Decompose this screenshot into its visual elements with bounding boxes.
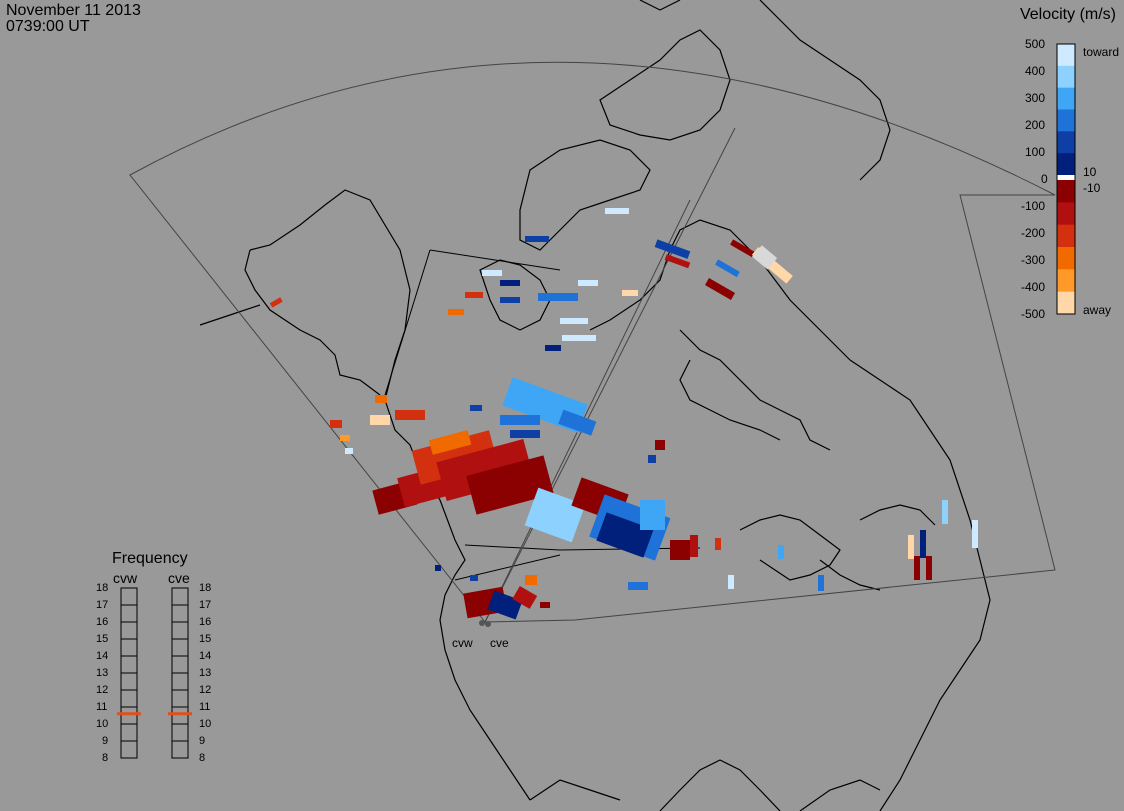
freq-tick-label-right: 14	[199, 650, 212, 662]
freq-tick-label-left: 13	[96, 667, 109, 679]
colorbar-zero-band	[1057, 175, 1075, 180]
station-label-cvw: cvw	[452, 636, 473, 650]
velocity-tick-label: -400	[1021, 280, 1046, 294]
freq-radar-name-cve: cve	[168, 570, 190, 586]
colorbar-swatch	[1057, 87, 1075, 110]
velocity-tick-label: -300	[1021, 253, 1046, 267]
velocity-away-label: away	[1083, 303, 1112, 317]
freq-tick-label-left: 17	[96, 599, 109, 611]
freq-tick-label-right: 8	[199, 752, 206, 764]
freq-tick-label-right: 12	[199, 684, 212, 696]
velocity-tick-label: 400	[1025, 64, 1046, 78]
station-dot-cve	[485, 621, 491, 627]
station-dot-cvw	[479, 620, 485, 626]
freq-tick-label-right: 10	[199, 718, 212, 730]
freq-tick-label-left: 15	[96, 633, 109, 645]
colorbar-frame	[1056, 43, 1076, 315]
colorbar-swatch	[1057, 291, 1075, 315]
colorbar-swatch	[1057, 202, 1075, 226]
coastlines	[199, 0, 991, 811]
velocity-tick-label: -500	[1021, 307, 1046, 321]
date-label: November 11 2013	[6, 2, 141, 19]
colorbar-swatch	[1057, 65, 1075, 89]
fields-of-view	[129, 61, 1056, 623]
freq-tick-label-right: 11	[199, 701, 211, 713]
colorbar-swatch	[1057, 153, 1075, 176]
colorbar-swatch	[1057, 109, 1075, 132]
colorbar-swatch	[1057, 269, 1075, 293]
station-markers	[479, 620, 491, 627]
velocity-tick-label: 100	[1025, 145, 1046, 159]
velocity-tick-label: -100	[1021, 199, 1046, 213]
freq-tick-label-right: 15	[199, 633, 212, 645]
velocity-legend-title: Velocity (m/s)	[1019, 6, 1116, 23]
colorbar-swatch	[1057, 180, 1075, 203]
freq-tick-label-left: 18	[96, 582, 109, 594]
freq-tick-label-right: 18	[199, 582, 212, 594]
freq-tick-label-left: 16	[96, 616, 109, 628]
colorbar-swatch	[1057, 131, 1075, 154]
station-label-cve: cve	[490, 636, 509, 650]
velocity-tick-label: 500	[1025, 37, 1046, 51]
velocity-tick-label: -200	[1021, 226, 1046, 240]
freq-tick-label-right: 16	[199, 616, 212, 628]
freq-tick-label-right: 9	[199, 735, 206, 747]
radar-echoes	[269, 208, 978, 620]
freq-tick-label-left: 9	[102, 735, 109, 747]
freq-tick-label-right: 17	[199, 599, 212, 611]
frequency-gauges	[117, 587, 192, 759]
velocity-colorbar	[1056, 43, 1076, 315]
velocity-inner-label: 10	[1083, 165, 1097, 179]
freq-tick-label-left: 12	[96, 684, 109, 696]
velocity-tick-label: 300	[1025, 91, 1046, 105]
time-label: 0739:00 UT	[6, 18, 90, 35]
frequency-legend-title: Frequency	[112, 550, 188, 567]
freq-radar-name-cvw: cvw	[113, 570, 138, 586]
velocity-toward-label: toward	[1083, 45, 1120, 59]
freq-tick-label-right: 13	[199, 667, 212, 679]
velocity-tick-label: 0	[1041, 172, 1048, 186]
colorbar-swatch	[1057, 224, 1075, 248]
velocity-tick-label: 200	[1025, 118, 1046, 132]
freq-tick-label-left: 10	[96, 718, 109, 730]
colorbar-swatch	[1057, 247, 1075, 270]
velocity-inner-label: -10	[1083, 181, 1101, 195]
colorbar-swatch	[1057, 44, 1075, 67]
freq-tick-label-left: 8	[102, 752, 109, 764]
freq-tick-label-left: 11	[96, 701, 108, 713]
freq-tick-label-left: 14	[96, 650, 109, 662]
